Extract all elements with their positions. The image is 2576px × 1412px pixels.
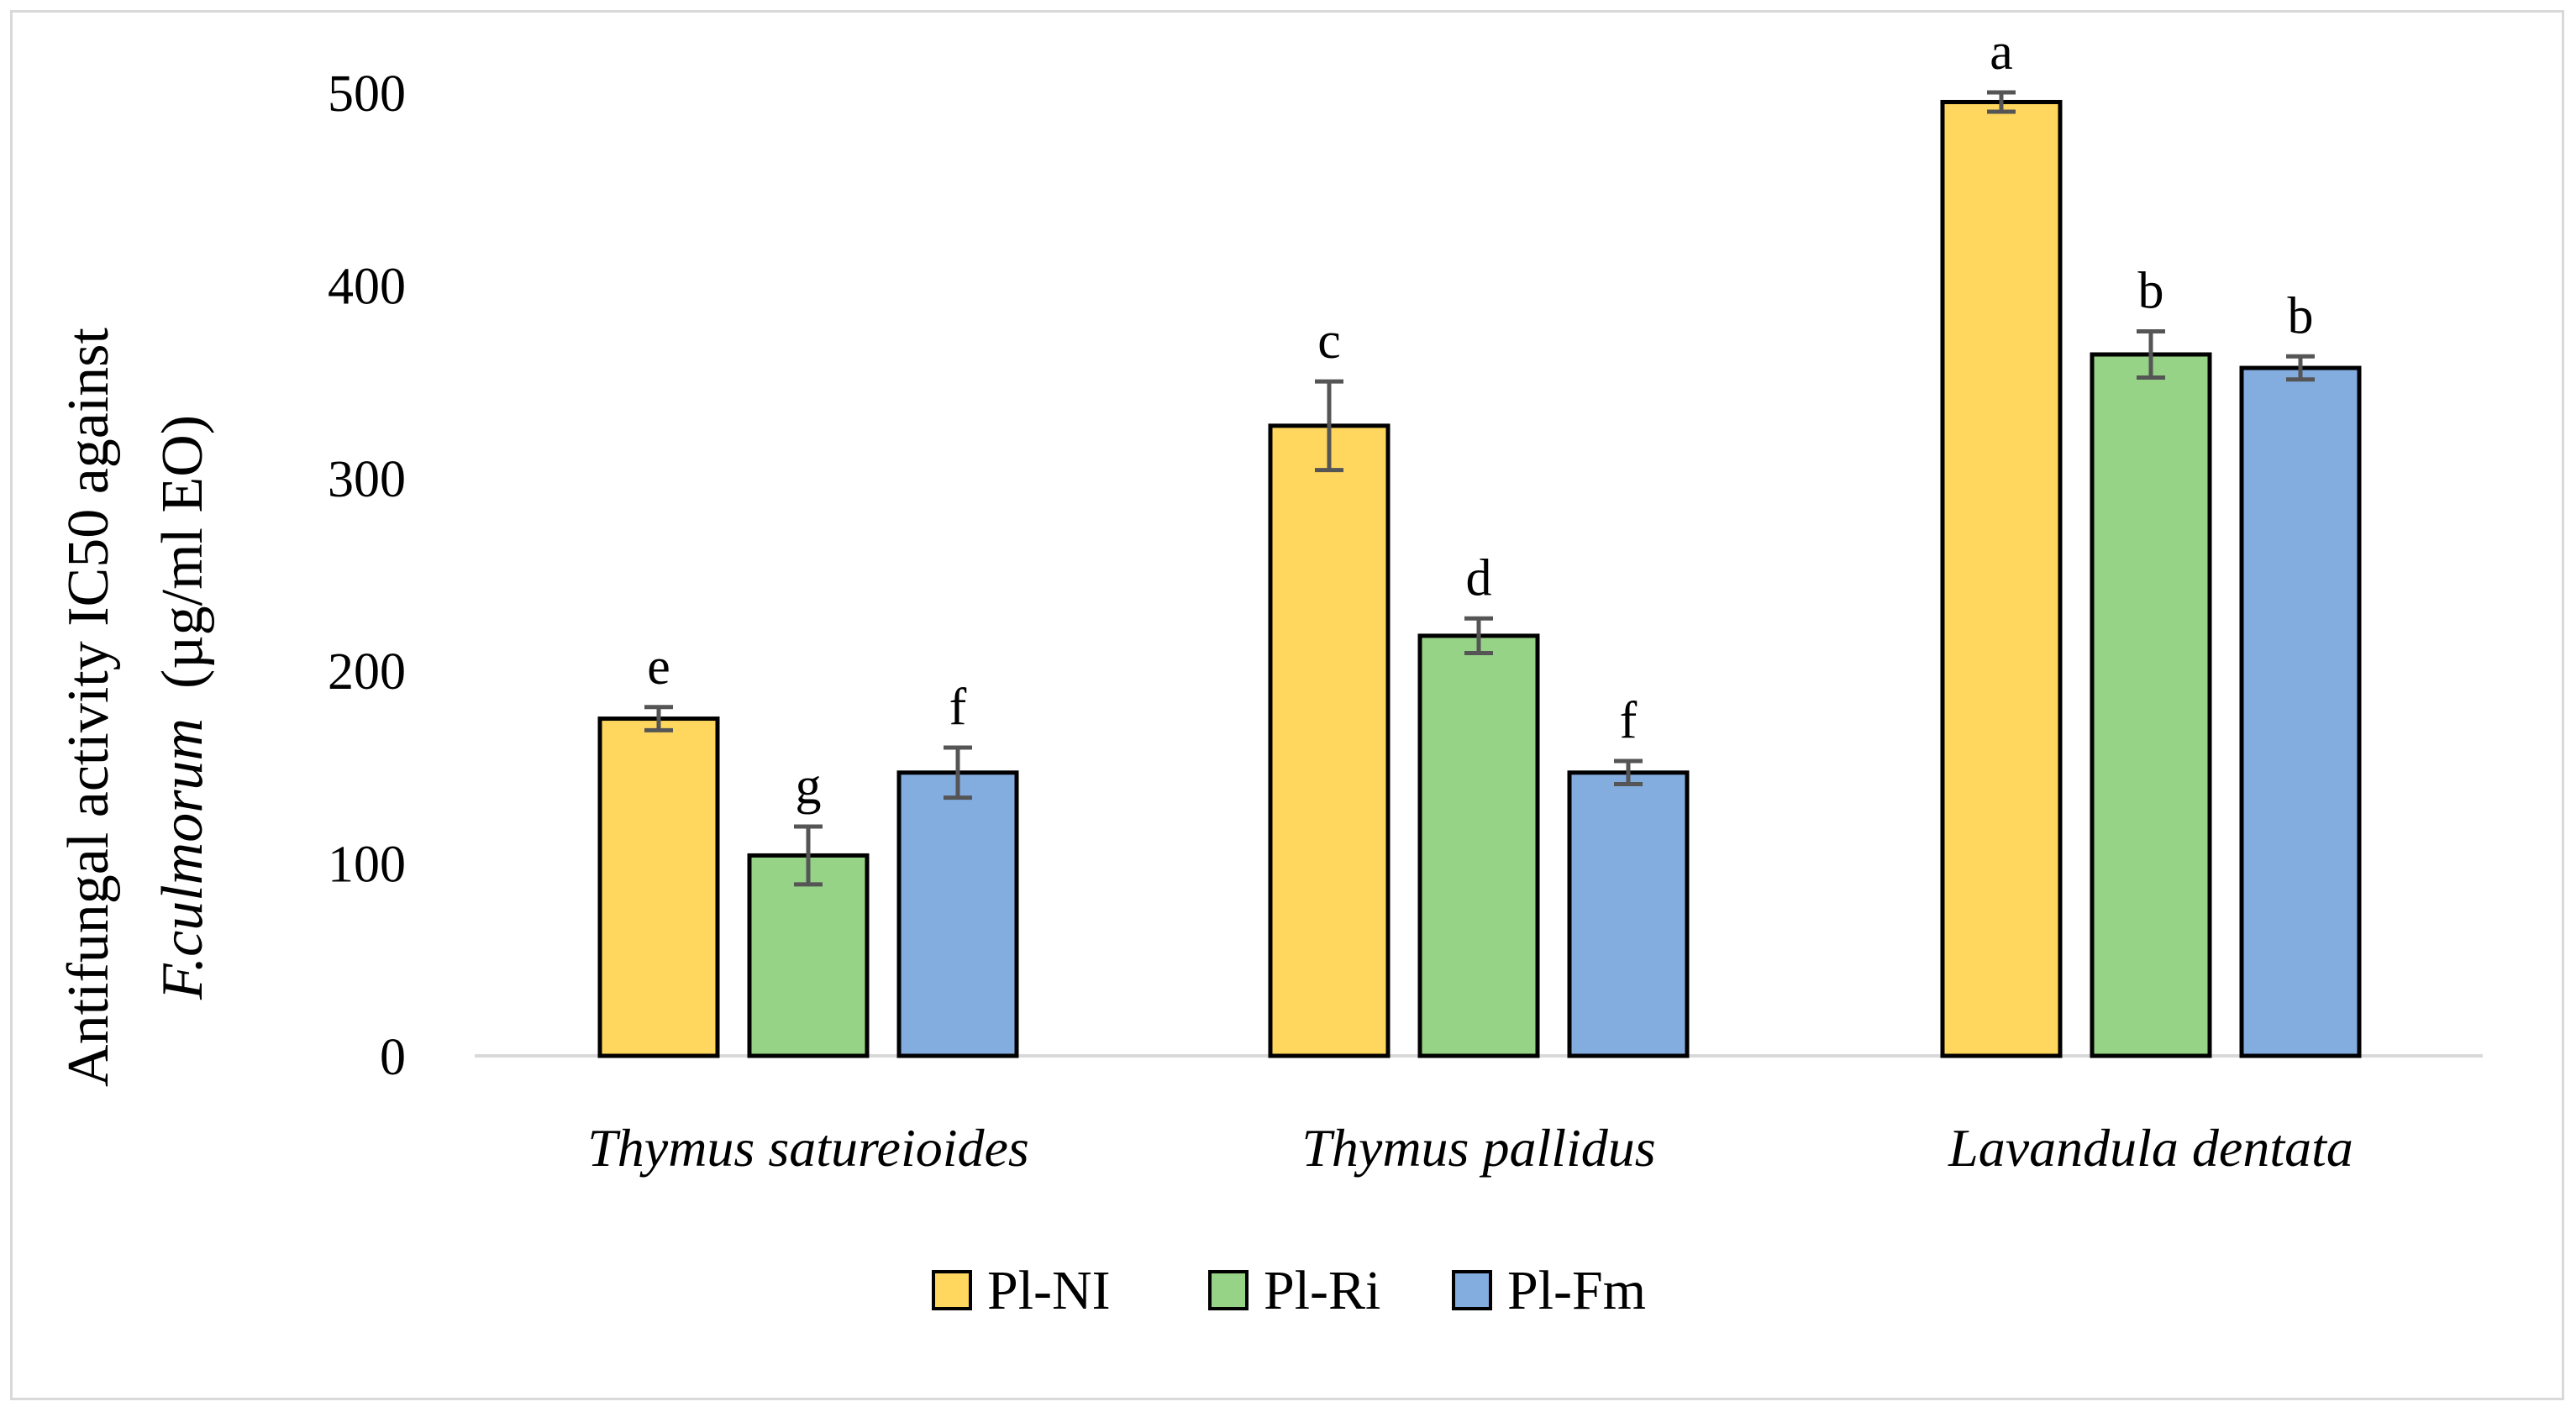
y-tick-label: 500	[328, 66, 406, 123]
significance-letter: f	[1620, 692, 1638, 749]
y-axis-label-organism: F.culmorum	[150, 718, 215, 1000]
y-tick-label: 200	[328, 643, 406, 701]
significance-letter: g	[796, 758, 822, 815]
bar-pl-fm	[1567, 770, 1690, 1058]
y-tick-label: 0	[380, 1029, 406, 1086]
y-tick-label: 300	[328, 451, 406, 508]
bar-pl-ri	[747, 853, 870, 1058]
legend-item: Pl-Fm	[1452, 1260, 1646, 1321]
significance-letter: b	[2138, 262, 2164, 319]
bar-pl-fm	[2239, 365, 2362, 1058]
category-label: Lavandula dentata	[1948, 1118, 2353, 1178]
error-bar	[1987, 90, 2016, 114]
error-bar	[944, 745, 972, 800]
category-label: Thymus pallidus	[1301, 1118, 1655, 1178]
error-bars	[644, 90, 2315, 887]
significance-letter: c	[1317, 312, 1341, 370]
significance-letter: b	[2288, 287, 2314, 344]
legend-swatch	[932, 1270, 972, 1310]
error-bar	[2286, 354, 2315, 382]
y-axis-label-line2: F.culmorum (µg/ml EO)	[150, 415, 215, 1000]
bars	[597, 99, 2362, 1058]
significance-letter: f	[949, 679, 967, 736]
y-axis-title: Antifungal activity IC50 against F.culmo…	[56, 327, 215, 1087]
bar-pl-ni	[597, 716, 720, 1058]
y-tick-label: 100	[328, 837, 406, 894]
y-axis-label-line1: Antifungal activity IC50 against	[56, 327, 121, 1087]
significance-letters: e c a g d b f f b	[647, 24, 2313, 815]
legend-label: Pl-Ri	[1264, 1260, 1380, 1321]
legend: Pl-NI Pl-Ri Pl-Fm	[932, 1260, 1646, 1321]
legend-item: Pl-Ri	[1208, 1260, 1380, 1321]
error-bar	[1315, 379, 1343, 473]
y-tick-label: 400	[328, 258, 406, 315]
category-label: Thymus satureioides	[587, 1118, 1029, 1178]
category-labels: Thymus satureioides Thymus pallidus Lavand…	[587, 1118, 2353, 1178]
bar-pl-ni	[1940, 99, 2063, 1058]
error-bar	[1464, 616, 1493, 656]
y-tick-labels: 0 100 200 300 400 500	[328, 66, 406, 1086]
error-bar	[2137, 328, 2165, 381]
legend-label: Pl-NI	[987, 1260, 1111, 1321]
legend-label: Pl-Fm	[1507, 1260, 1646, 1321]
bar-pl-ri	[1417, 633, 1540, 1058]
significance-letter: d	[1466, 549, 1492, 606]
error-bar	[644, 705, 673, 732]
legend-swatch	[1452, 1270, 1492, 1310]
significance-letter: e	[647, 638, 670, 696]
legend-swatch	[1208, 1270, 1249, 1310]
error-bar	[1614, 758, 1643, 787]
bar-pl-ri	[2090, 352, 2212, 1058]
y-axis-label-unit: (µg/ml EO)	[150, 415, 215, 718]
significance-letter: a	[1990, 24, 2013, 81]
bar-pl-ni	[1268, 423, 1391, 1058]
bar-pl-fm	[896, 770, 1019, 1058]
error-bar	[794, 824, 823, 887]
legend-item: Pl-NI	[932, 1260, 1111, 1321]
